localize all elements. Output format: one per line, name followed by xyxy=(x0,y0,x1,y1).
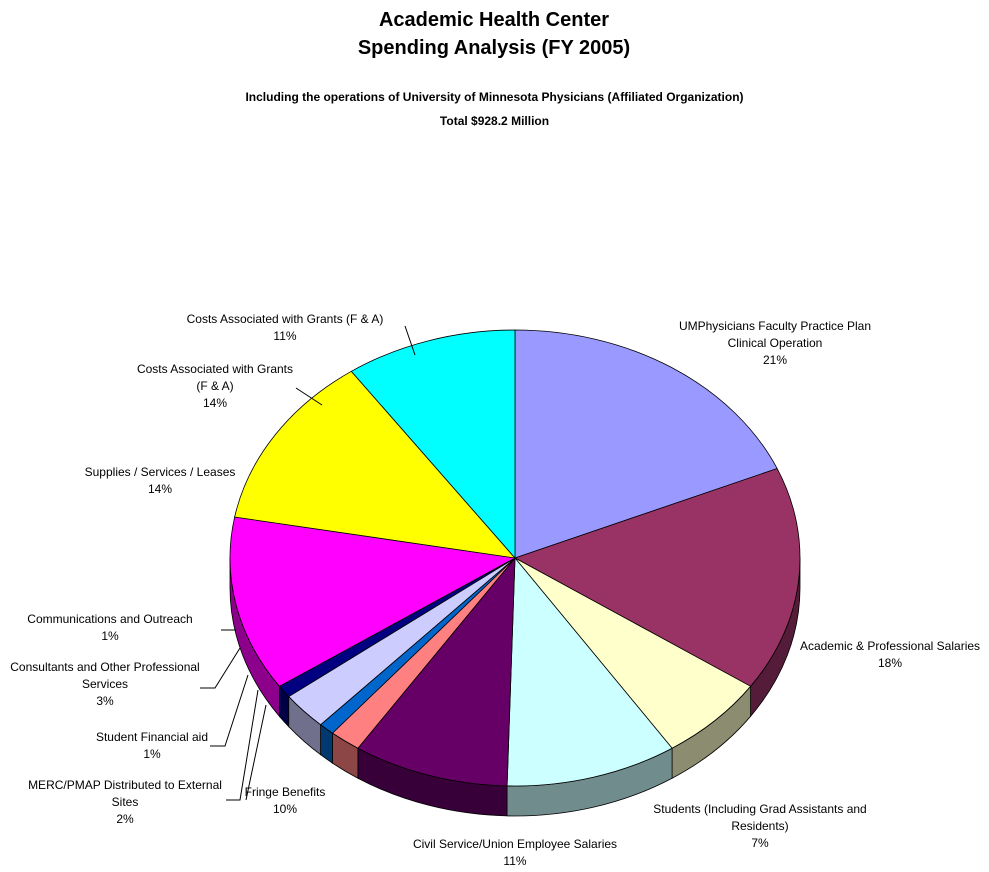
chart-total: Total $928.2 Million xyxy=(439,114,550,128)
value-label: 18% xyxy=(877,656,903,670)
slice-label: Consultants and Other Professional Servi… xyxy=(5,659,205,710)
pie-tops xyxy=(229,329,801,787)
pie-slice xyxy=(229,516,517,687)
category-label: Student Financial aid xyxy=(95,730,209,744)
leader-line xyxy=(210,674,249,747)
slice-label: Students (Including Grad Assistants and … xyxy=(653,801,868,852)
leader-lines xyxy=(200,325,416,801)
leader-line xyxy=(245,704,267,801)
category-label: Consultants and Other Professional Servi… xyxy=(10,660,200,691)
value-label: 11% xyxy=(273,329,297,343)
category-label: Academic & Professional Salaries xyxy=(799,639,981,653)
slice-label: MERC/PMAP Distributed to External Sites 2… xyxy=(25,777,225,828)
slice-label: Communications and Outreach 1% xyxy=(10,611,210,645)
slice-label: UMPhysicians Faculty Practice Plan Clini… xyxy=(675,318,875,369)
value-label: 11% xyxy=(503,854,527,868)
slice-label: Academic & Professional Salaries 18% xyxy=(790,638,989,672)
pie-slice xyxy=(506,556,673,787)
pie-slice xyxy=(234,370,517,559)
category-label: Costs Associated with Grants (F & A) xyxy=(186,312,384,326)
slice-label: Costs Associated with Grants (F & A) 11% xyxy=(170,311,400,345)
value-label: 10% xyxy=(272,802,298,816)
value-label: 1% xyxy=(143,747,161,761)
value-label: 14% xyxy=(202,396,228,410)
category-label: Students (Including Grad Assistants and … xyxy=(653,802,867,833)
value-label: 7% xyxy=(751,836,769,850)
category-label: UMPhysicians Faculty Practice Plan Clini… xyxy=(678,319,872,350)
value-label: 2% xyxy=(116,812,134,826)
slice-label: Supplies / Services / Leases 14% xyxy=(60,464,260,498)
leader-line xyxy=(295,387,323,406)
category-label: Civil Service/Union Employee Salaries xyxy=(412,837,618,851)
slice-label: Fringe Benefits 10% xyxy=(235,784,335,818)
value-label: 21% xyxy=(762,353,788,367)
value-label: 1% xyxy=(101,629,119,643)
leader-line xyxy=(226,689,259,801)
leader-line xyxy=(404,325,416,356)
chart-title: Academic Health Center Spending Analysis… xyxy=(357,9,631,59)
pie-slice xyxy=(357,556,516,787)
category-label: Costs Associated with Grants (F & A) xyxy=(136,362,294,393)
category-label: Fringe Benefits xyxy=(244,785,326,799)
category-label: Supplies / Services / Leases xyxy=(84,465,236,479)
category-label: Communications and Outreach xyxy=(27,612,193,626)
slice-label: Student Financial aid 1% xyxy=(82,729,222,763)
pie-slice xyxy=(514,329,778,559)
slice-label: Civil Service/Union Employee Salaries 11% xyxy=(400,836,630,870)
pie-slice xyxy=(350,329,516,560)
value-label: 3% xyxy=(96,694,114,708)
slice-label: Costs Associated with Grants (F & A) 14% xyxy=(133,361,298,412)
value-label: 14% xyxy=(147,482,173,496)
leader-line xyxy=(200,647,241,689)
category-label: MERC/PMAP Distributed to External Sites xyxy=(28,778,222,809)
pie-slice xyxy=(514,468,801,687)
chart-subtitle: Including the operations of University o… xyxy=(245,90,744,104)
